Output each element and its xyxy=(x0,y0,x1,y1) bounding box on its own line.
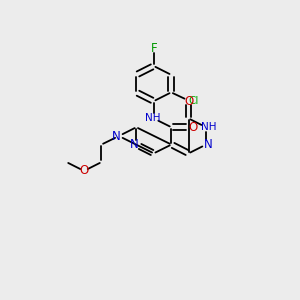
Text: Cl: Cl xyxy=(189,96,199,106)
Text: O: O xyxy=(184,94,193,108)
Text: N: N xyxy=(204,138,213,151)
Text: O: O xyxy=(80,164,88,177)
Text: N: N xyxy=(112,130,121,142)
Text: N: N xyxy=(130,138,138,151)
Text: O: O xyxy=(188,121,197,134)
Text: NH: NH xyxy=(145,113,160,124)
Text: F: F xyxy=(150,42,157,55)
Text: NH: NH xyxy=(201,122,217,132)
